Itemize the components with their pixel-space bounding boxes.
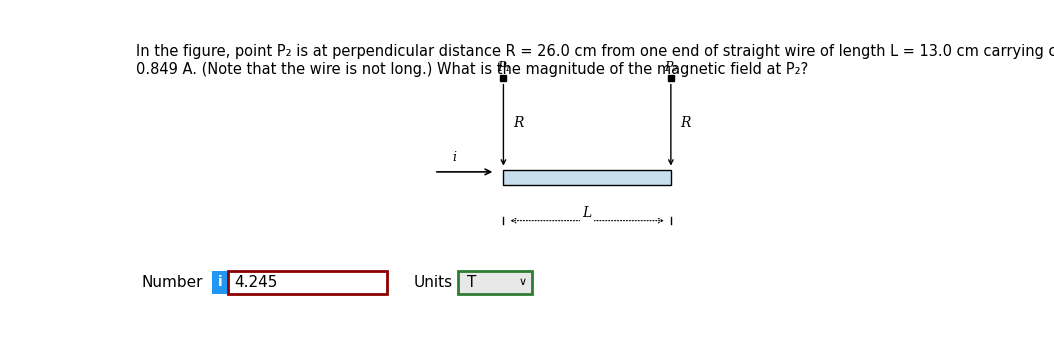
Text: T: T xyxy=(467,274,476,290)
Text: i: i xyxy=(218,275,222,289)
Text: 4.245: 4.245 xyxy=(235,274,278,290)
Text: L: L xyxy=(583,206,591,220)
Bar xyxy=(212,271,228,294)
Text: In the figure, point P₂ is at perpendicular distance R = 26.0 cm from one end of: In the figure, point P₂ is at perpendicu… xyxy=(136,44,1054,77)
Text: R: R xyxy=(513,116,524,130)
Text: Number: Number xyxy=(141,274,203,290)
Text: i: i xyxy=(452,151,456,164)
Bar xyxy=(504,170,671,185)
Bar xyxy=(458,271,532,294)
Text: ∨: ∨ xyxy=(519,277,526,287)
Text: R: R xyxy=(681,116,691,130)
Text: P₁: P₁ xyxy=(496,61,510,74)
Text: Units: Units xyxy=(413,274,452,290)
Text: P₂: P₂ xyxy=(664,61,678,74)
Bar xyxy=(228,271,388,294)
